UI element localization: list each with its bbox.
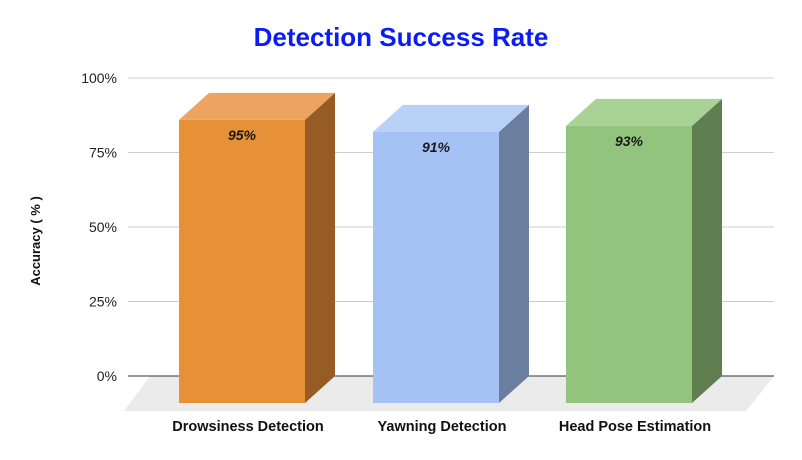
- y-axis-label-layer: Accuracy ( % ): [28, 196, 43, 286]
- bar-front-face: [179, 119, 305, 404]
- bar-front-face: [566, 125, 692, 404]
- bars-layer: 95% 91% 93%: [179, 92, 722, 404]
- bar-top-face: [179, 92, 335, 120]
- y-tick-labels-layer: 0% 25% 50% 75% 100%: [81, 70, 117, 384]
- bar-side-face: [499, 104, 529, 403]
- bar-side-face: [305, 92, 335, 404]
- data-label: 91%: [422, 139, 451, 155]
- bar-top-face: [566, 98, 722, 126]
- y-tick-label: 0%: [97, 368, 117, 384]
- chart-title: Detection Success Rate: [253, 22, 549, 52]
- bar: 95%: [179, 92, 335, 404]
- y-tick-label: 25%: [89, 294, 117, 310]
- y-axis-label: Accuracy ( % ): [28, 196, 43, 286]
- category-label: Head Pose Estimation: [559, 419, 711, 435]
- bar-top-face: [373, 104, 529, 132]
- y-tick-label: 75%: [89, 145, 117, 161]
- y-tick-label: 100%: [81, 70, 117, 86]
- bar-front-face: [373, 131, 499, 403]
- category-labels-layer: Drowsiness Detection Yawning Detection Hea…: [172, 419, 711, 435]
- bar: 91%: [373, 104, 529, 403]
- category-label: Drowsiness Detection: [172, 419, 324, 435]
- data-label: 93%: [615, 133, 644, 149]
- bar: 93%: [566, 98, 722, 404]
- category-label: Yawning Detection: [378, 419, 507, 435]
- data-label: 95%: [228, 127, 257, 143]
- bar-side-face: [692, 98, 722, 404]
- y-tick-label: 50%: [89, 219, 117, 235]
